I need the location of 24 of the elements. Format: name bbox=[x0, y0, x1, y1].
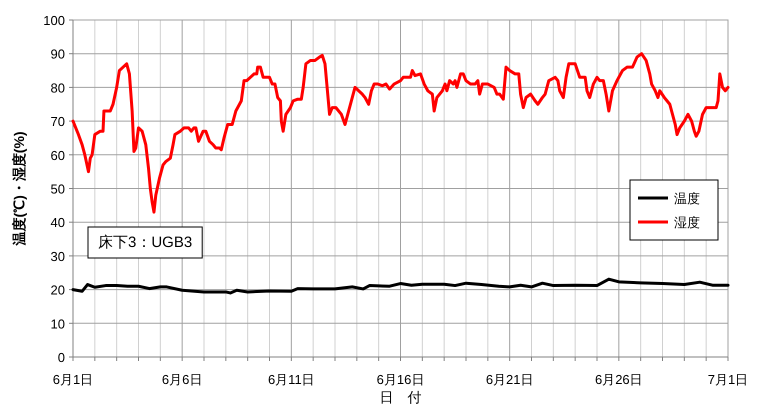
x-tick-label: 6月11日 bbox=[268, 372, 315, 387]
y-tick-label: 60 bbox=[50, 148, 65, 163]
legend-label: 湿度 bbox=[674, 215, 700, 230]
y-tick-label: 10 bbox=[50, 316, 65, 332]
x-tick-label: 6月6日 bbox=[162, 372, 202, 387]
x-tick-label: 6月26日 bbox=[594, 372, 643, 387]
y-tick-label: 90 bbox=[50, 46, 65, 62]
x-tick-label: 6月16日 bbox=[376, 372, 424, 387]
x-tick-label: 6月21日 bbox=[486, 372, 534, 387]
y-tick-label: 70 bbox=[50, 114, 65, 130]
y-tick-label: 0 bbox=[58, 350, 65, 365]
y-tick-label: 40 bbox=[50, 215, 65, 230]
x-tick-label: 7月1日 bbox=[708, 372, 748, 387]
x-tick-label: 6月1日 bbox=[52, 372, 94, 387]
y-tick-label: 80 bbox=[50, 80, 65, 96]
annotation: 床下3：UGB3 bbox=[98, 234, 192, 251]
y-tick-label: 50 bbox=[50, 182, 65, 196]
x-axis-title: 日 付 bbox=[380, 389, 422, 405]
y-tick-label: 100 bbox=[43, 13, 65, 28]
y-tick-label: 30 bbox=[50, 248, 65, 264]
y-axis-title: 温度(℃)・湿度(%) bbox=[11, 131, 27, 247]
legend-label: 温度 bbox=[674, 191, 700, 206]
annotation: 床下3：UGB3 bbox=[88, 226, 203, 258]
y-tick-label: 20 bbox=[50, 282, 65, 298]
